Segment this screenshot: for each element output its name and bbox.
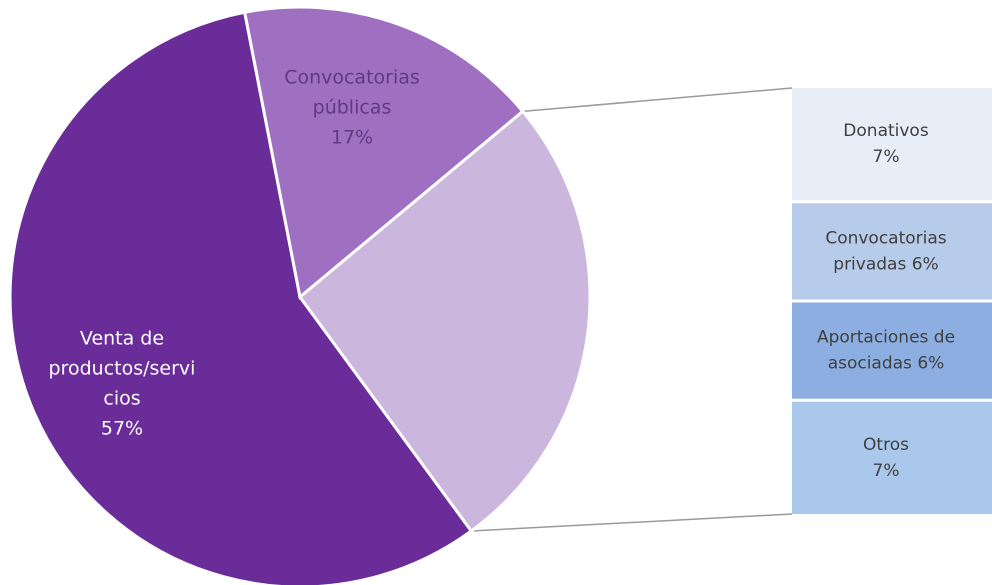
pie-label-venta-productos-servicios: productos/servi [49, 358, 196, 380]
bar-label-donativos: 7% [873, 147, 900, 167]
bar-label-otros: Otros [863, 435, 909, 455]
bar-label-convocatorias-privadas: privadas 6% [833, 254, 938, 274]
bar-segment-otros [792, 401, 992, 514]
pie-label-convocatorias-publicas: públicas [313, 97, 392, 119]
pie: Venta de productos/servi cios 57% Convocator… [8, 5, 592, 585]
bar-segment-donativos [792, 88, 992, 201]
pie-label-convocatorias-publicas: 17% [331, 127, 373, 149]
bar-segment-aportaciones-asociadas [792, 302, 992, 399]
connector-line-top [522, 87, 793, 113]
connector-line-bottom [471, 513, 793, 532]
pie-slice-convocatorias-publicas [242, 5, 525, 300]
bar-label-otros: 7% [873, 461, 900, 481]
bar-label-aportaciones-asociadas: Aportaciones de [817, 328, 955, 348]
pie-slice-venta-productos-servicios [8, 10, 474, 585]
pie-label-venta-productos-servicios: cios [103, 388, 140, 410]
pie-slice-otros-ingresos [297, 109, 592, 534]
pie-label-venta-productos-servicios: 57% [101, 418, 143, 440]
bar-label-donativos: Donativos [843, 121, 929, 141]
bar-label-aportaciones-asociadas: asociadas 6% [828, 354, 945, 374]
stacked-bar: Donativos 7% Convocatorias privadas 6% Aport… [792, 88, 992, 514]
bar-segment-convocatorias-privadas [792, 203, 992, 300]
bar-label-convocatorias-privadas: Convocatorias [825, 228, 946, 248]
pie-label-convocatorias-publicas: Convocatorias [284, 67, 420, 89]
pie-label-venta-productos-servicios: Venta de [80, 328, 164, 350]
connector-lines [471, 87, 793, 532]
